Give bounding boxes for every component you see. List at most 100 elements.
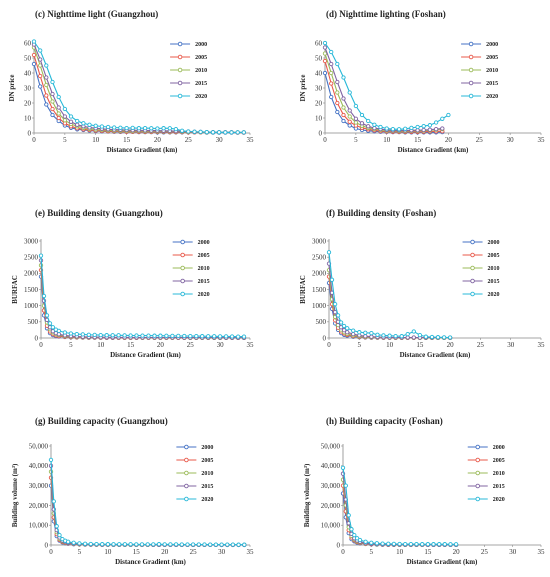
legend-label: 2015 bbox=[201, 484, 213, 490]
data-point bbox=[235, 130, 240, 135]
legend-swatch-marker bbox=[470, 265, 475, 271]
data-point bbox=[62, 330, 68, 335]
data-point bbox=[200, 334, 205, 339]
data-point bbox=[236, 542, 241, 547]
legend-swatch-marker bbox=[475, 457, 480, 463]
data-point bbox=[427, 123, 433, 128]
panel-title: (g) Building capacity (Guangzhou) bbox=[35, 416, 168, 426]
legend-label: 2010 bbox=[195, 68, 207, 74]
data-point bbox=[357, 537, 363, 543]
y-tick-label: 30,000 bbox=[321, 482, 341, 490]
data-point bbox=[212, 334, 217, 339]
data-point bbox=[213, 542, 219, 547]
data-point bbox=[185, 542, 190, 547]
data-point bbox=[134, 333, 139, 338]
data-point bbox=[56, 105, 61, 110]
y-tick-label: 50,000 bbox=[29, 442, 49, 450]
data-point bbox=[142, 125, 148, 131]
data-point bbox=[347, 90, 352, 95]
legend-label: 2010 bbox=[201, 471, 213, 477]
legend-item-2005: 2005 bbox=[462, 252, 500, 259]
legend-swatch-marker bbox=[184, 457, 189, 463]
data-point bbox=[80, 332, 85, 337]
data-point bbox=[420, 542, 425, 547]
data-point bbox=[88, 541, 93, 547]
legend-swatch-marker bbox=[475, 470, 480, 476]
x-tick-label: 20 bbox=[447, 341, 455, 349]
data-point bbox=[353, 116, 359, 121]
data-point bbox=[225, 542, 230, 547]
data-point bbox=[442, 542, 447, 547]
series-2010 bbox=[340, 477, 459, 548]
legend-label: 2020 bbox=[488, 292, 500, 298]
data-point bbox=[208, 542, 213, 547]
data-point bbox=[145, 542, 150, 547]
series-2020 bbox=[340, 465, 459, 547]
data-point bbox=[396, 127, 402, 132]
data-point bbox=[31, 61, 37, 67]
data-point bbox=[86, 332, 91, 337]
data-point bbox=[56, 328, 62, 334]
data-point bbox=[369, 330, 374, 336]
data-point bbox=[414, 541, 419, 547]
data-point bbox=[378, 124, 383, 130]
series-line-2020 bbox=[40, 255, 244, 338]
data-point bbox=[335, 313, 341, 318]
data-point bbox=[417, 332, 423, 338]
legend-swatch-marker bbox=[475, 444, 480, 450]
legend-item-2015: 2015 bbox=[172, 278, 210, 285]
legend-item-2010: 2010 bbox=[170, 67, 207, 74]
data-point bbox=[155, 126, 160, 131]
x-tick-label: 35 bbox=[538, 136, 546, 144]
legend-item-2015: 2015 bbox=[170, 80, 207, 87]
data-point bbox=[347, 119, 352, 124]
data-point bbox=[179, 542, 184, 547]
data-point bbox=[322, 51, 328, 56]
data-point bbox=[48, 457, 54, 463]
series-line-2015 bbox=[40, 260, 244, 339]
data-point bbox=[235, 334, 241, 339]
data-point bbox=[448, 542, 453, 547]
legend-item-2005: 2005 bbox=[461, 54, 498, 61]
data-point bbox=[384, 126, 389, 131]
series-2020 bbox=[31, 39, 246, 135]
legend-label: 2005 bbox=[198, 253, 210, 259]
data-point bbox=[31, 52, 37, 58]
data-point bbox=[341, 105, 346, 110]
data-point bbox=[62, 114, 68, 119]
panel-title: (h) Building capacity (Foshan) bbox=[326, 416, 443, 426]
data-point bbox=[322, 40, 328, 46]
data-point bbox=[71, 540, 76, 545]
data-point bbox=[421, 127, 426, 133]
legend-item-2005: 2005 bbox=[170, 54, 207, 61]
x-tick-label: 0 bbox=[32, 136, 36, 144]
data-point bbox=[50, 79, 55, 85]
legend-label: 2020 bbox=[201, 497, 213, 503]
data-point bbox=[56, 332, 62, 337]
data-point bbox=[167, 126, 172, 131]
series-2020 bbox=[322, 40, 451, 132]
data-point bbox=[341, 323, 347, 329]
data-point bbox=[447, 335, 453, 340]
y-tick-label: 1500 bbox=[312, 286, 327, 294]
x-tick-label: 5 bbox=[354, 136, 358, 144]
legend-label: 2000 bbox=[198, 240, 210, 246]
data-point bbox=[186, 129, 191, 134]
data-point bbox=[82, 541, 88, 546]
data-point bbox=[366, 124, 371, 129]
y-tick-label: 20,000 bbox=[29, 502, 49, 510]
data-point bbox=[390, 126, 396, 132]
x-tick-label: 15 bbox=[133, 548, 141, 556]
panel-title: (c) Nighttime light (Guangzhou) bbox=[35, 9, 158, 19]
data-point bbox=[99, 124, 105, 129]
data-point bbox=[81, 121, 86, 126]
data-point bbox=[179, 128, 185, 133]
data-point bbox=[202, 542, 207, 547]
y-tick-label: 1000 bbox=[24, 302, 39, 310]
y-axis-label: DN price bbox=[299, 74, 307, 101]
data-point bbox=[353, 120, 359, 125]
data-point bbox=[411, 335, 416, 340]
legend-swatch-marker bbox=[475, 483, 480, 489]
data-point bbox=[149, 126, 154, 131]
legend-item-2000: 2000 bbox=[462, 239, 500, 246]
